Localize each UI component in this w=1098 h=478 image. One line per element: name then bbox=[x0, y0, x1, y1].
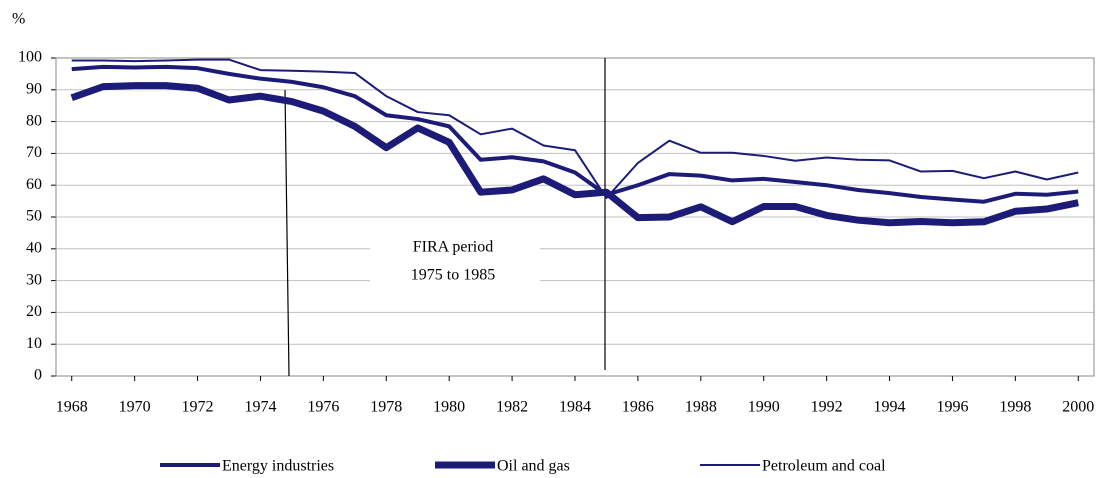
x-tick-label: 2000 bbox=[1062, 399, 1094, 416]
x-tick-label: 1972 bbox=[182, 399, 214, 416]
y-tick-label: 100 bbox=[18, 49, 42, 66]
x-tick-label: 1990 bbox=[748, 399, 780, 416]
period-start-line bbox=[284, 89, 290, 377]
annotation-background bbox=[370, 232, 540, 292]
x-tick-label: 1988 bbox=[685, 399, 717, 416]
y-tick-label: 10 bbox=[26, 335, 42, 352]
line-series bbox=[70, 82, 1079, 227]
legend-label: Oil and gas bbox=[497, 458, 570, 475]
x-tick-label: 1980 bbox=[433, 399, 465, 416]
annotation: FIRA period bbox=[413, 239, 493, 256]
line-series bbox=[71, 64, 1079, 204]
y-tick-label: 0 bbox=[34, 367, 42, 384]
y-tick-label: 60 bbox=[26, 176, 42, 193]
x-tick-label: 1996 bbox=[936, 399, 968, 416]
x-tick-label: 1986 bbox=[622, 399, 654, 416]
x-tick-label: 1968 bbox=[56, 399, 88, 416]
legend-label: Energy industries bbox=[222, 458, 334, 475]
y-tick-label: 90 bbox=[26, 80, 42, 97]
annotation: 1975 to 1985 bbox=[411, 267, 495, 284]
y-tick-label: 50 bbox=[26, 208, 42, 225]
x-tick-label: 1998 bbox=[999, 399, 1031, 416]
x-tick-label: 1982 bbox=[496, 399, 528, 416]
x-tick-label: 1970 bbox=[119, 399, 151, 416]
y-tick-label: 20 bbox=[26, 303, 42, 320]
x-tick-label: 1992 bbox=[811, 399, 843, 416]
x-tick-label: 1984 bbox=[559, 399, 591, 416]
y-tick-label: 30 bbox=[26, 271, 42, 288]
x-tick-label: 1976 bbox=[307, 399, 339, 416]
y-tick-label: 70 bbox=[26, 144, 42, 161]
x-tick-label: 1974 bbox=[244, 399, 276, 416]
y-axis-label: % bbox=[12, 11, 25, 28]
x-tick-label: 1978 bbox=[370, 399, 402, 416]
y-tick-label: 40 bbox=[26, 239, 42, 256]
y-tick-label: 80 bbox=[26, 112, 42, 129]
x-tick-label: 1994 bbox=[874, 399, 906, 416]
line-series bbox=[71, 58, 1079, 199]
legend-label: Petroleum and coal bbox=[762, 458, 886, 475]
